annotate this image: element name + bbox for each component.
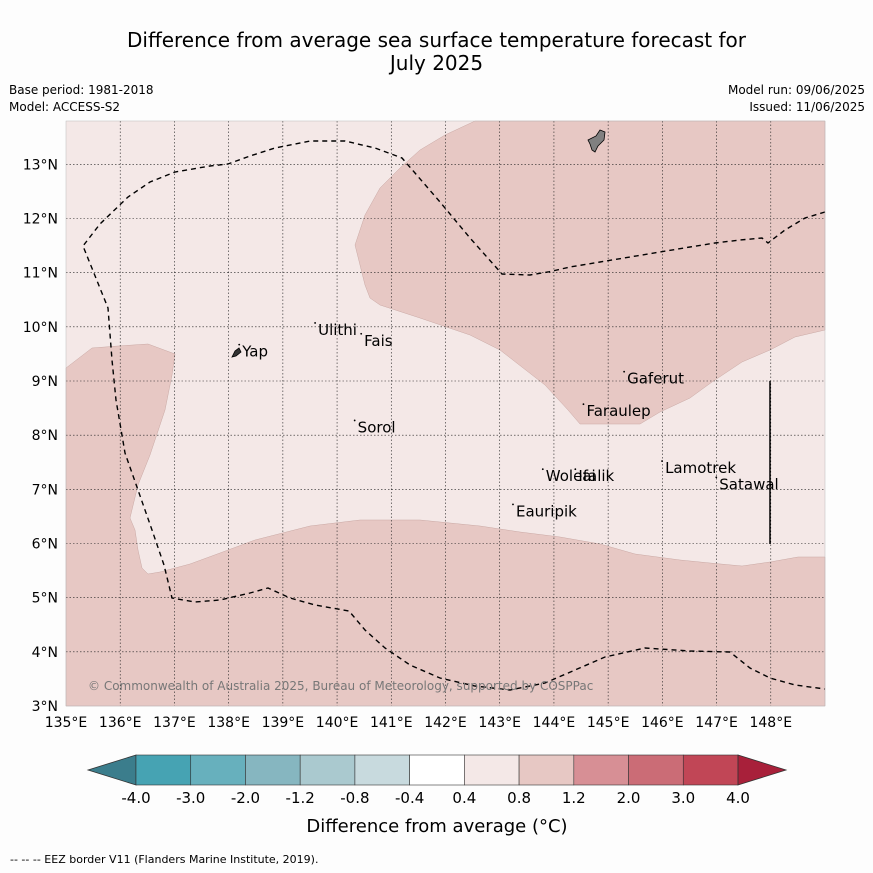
lat-tick-label: 9°N [32, 374, 58, 390]
place-label: Ifalik [578, 467, 614, 485]
yap-island [231, 347, 242, 358]
colorbar-tick-label: -4.0 [121, 789, 150, 807]
title-line-1: Difference from average sea surface temp… [126, 28, 746, 52]
place-label: Satawal [719, 475, 778, 493]
lat-tick-label: 3°N [32, 699, 58, 715]
map-frame [65, 120, 826, 707]
colorbar-segment [135, 754, 192, 786]
longitude-labels: 135°E 136°E 137°E 138°E 139°E 140°E 141°E 142°E… [45, 715, 792, 731]
lon-tick-label: 143°E [478, 715, 521, 731]
colorbar-arrow-low [86, 754, 137, 786]
colorbar-label: Difference from average (°C) [306, 816, 567, 837]
colorbar-segment [245, 754, 301, 786]
atoll-dot [661, 460, 663, 462]
colorbar-arrow-high [737, 754, 788, 786]
colorbar-tick-label: -1.2 [286, 789, 315, 807]
atoll-dot [314, 322, 316, 324]
eez-border [82, 140, 826, 691]
atoll-dot [360, 332, 363, 335]
atoll-dot [623, 370, 626, 373]
place-label: Sorol [358, 418, 396, 436]
colorbar-segment [628, 754, 684, 786]
gridlines [66, 121, 825, 706]
colorbar-tick-label: -2.0 [231, 789, 260, 807]
lat-tick-label: 11°N [23, 266, 58, 282]
model-run: Model run: 09/06/2025 [727, 83, 865, 97]
title-line-2: July 2025 [389, 51, 484, 75]
copyright-text: © Commonwealth of Australia 2025, Bureau… [88, 679, 593, 693]
lon-tick-label: 141°E [370, 715, 413, 731]
colorbar-segment [573, 754, 629, 786]
colorbar-segment [682, 754, 739, 786]
colorbar-segment [464, 754, 520, 786]
colorbar-tick-label: 0.8 [507, 789, 531, 807]
colorbar-segment [190, 754, 246, 786]
place-label: Yap [241, 343, 268, 361]
place-label: Lamotrek [665, 459, 736, 477]
atoll-dot [574, 468, 577, 471]
issued-date: Issued: 11/06/2025 [749, 100, 865, 114]
lon-tick-label: 135°E [45, 715, 88, 731]
atoll-dot [582, 403, 585, 406]
lat-tick-label: 12°N [23, 212, 58, 228]
colorbar-tick-label: 4.0 [726, 789, 750, 807]
place-label: Ulithi [318, 321, 357, 339]
colorbar-tick-label: -0.4 [395, 789, 424, 807]
base-period: Base period: 1981-2018 [9, 83, 154, 97]
place-label: Eauripik [516, 502, 577, 520]
lon-tick-label: 147°E [695, 715, 738, 731]
lon-tick-label: 140°E [316, 715, 359, 731]
lon-tick-label: 139°E [262, 715, 305, 731]
atoll-dot [715, 476, 718, 479]
lon-tick-label: 145°E [587, 715, 630, 731]
lat-tick-label: 10°N [23, 320, 58, 336]
atoll-dot [353, 419, 356, 422]
lat-tick-label: 5°N [32, 591, 58, 607]
colorbar-segment [299, 754, 356, 786]
colorbar: -4.0 -3.0 -2.0 -1.2 -0.8 -0.4 0.4 0.8 1.2 2.0 3.0 4… [86, 754, 788, 807]
lat-tick-label: 4°N [32, 645, 58, 661]
lon-tick-label: 136°E [99, 715, 142, 731]
place-label: Faraulep [586, 402, 650, 420]
place-label: Woleai [546, 467, 596, 485]
map-area: Yap Ulithi Fais Gaferut Faraulep Sorol WoleaiI… [65, 120, 826, 707]
lat-tick-label: 7°N [32, 482, 58, 498]
colorbar-segment [518, 754, 575, 786]
colorbar-tick-label: -3.0 [176, 789, 205, 807]
colorbar-tick-label: 1.2 [562, 789, 586, 807]
eez-legend-note: -- -- -- EEZ border V11 (Flanders Marine… [10, 853, 319, 866]
model-name: Model: ACCESS-S2 [9, 100, 121, 114]
colorbar-segment [409, 754, 465, 786]
lon-tick-label: 148°E [749, 715, 792, 731]
atoll-dot [541, 468, 544, 471]
lon-tick-label: 144°E [533, 715, 576, 731]
lon-tick-label: 142°E [424, 715, 467, 731]
guam-island [587, 129, 606, 153]
colorbar-tick-label: 3.0 [671, 789, 695, 807]
colorbar-tick-label: -0.8 [340, 789, 369, 807]
lat-tick-label: 6°N [32, 537, 58, 553]
atoll-dot [512, 503, 514, 506]
lon-tick-label: 137°E [153, 715, 196, 731]
lon-tick-label: 138°E [207, 715, 250, 731]
latitude-labels: 3°N 4°N 5°N 6°N 7°N 8°N 9°N 10°N 11°N 12°N 13°N [23, 157, 58, 715]
lat-tick-label: 13°N [23, 157, 58, 173]
colorbar-tick-label: 0.4 [452, 789, 476, 807]
place-label: Fais [364, 332, 393, 350]
colorbar-segment [354, 754, 410, 786]
lon-tick-label: 146°E [641, 715, 684, 731]
atoll-dot [238, 343, 241, 346]
colorbar-tick-label: 2.0 [617, 789, 641, 807]
place-label: Gaferut [627, 370, 684, 388]
lat-tick-label: 8°N [32, 428, 58, 444]
place-labels: Yap Ulithi Fais Gaferut Faraulep Sorol WoleaiI… [238, 321, 779, 520]
